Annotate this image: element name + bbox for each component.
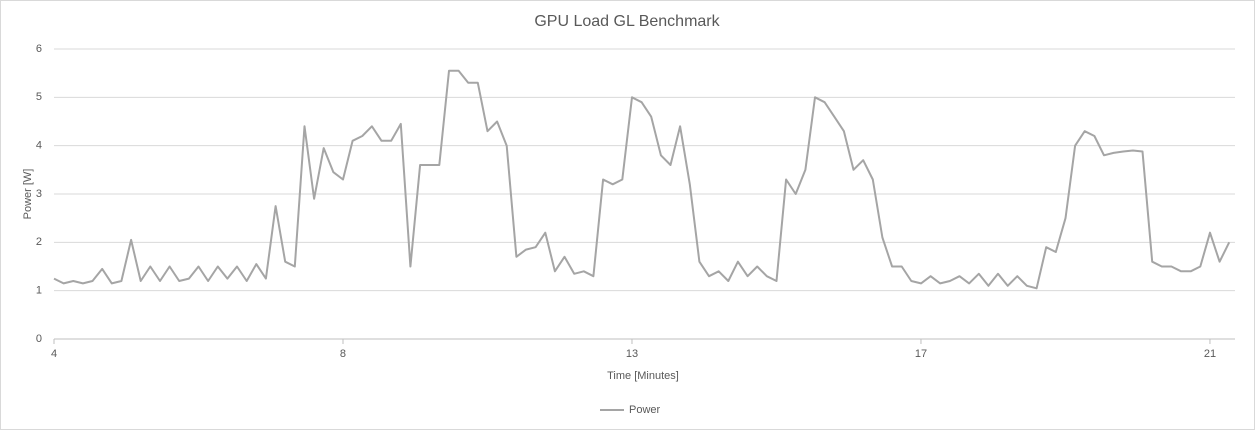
y-tick-label: 6 — [36, 43, 42, 55]
y-tick-label: 2 — [36, 236, 42, 248]
chart-title: GPU Load GL Benchmark — [534, 13, 720, 30]
y-tick-label: 5 — [36, 91, 42, 103]
y-tick-label: 3 — [36, 188, 42, 200]
x-tick-label: 17 — [915, 348, 927, 360]
y-tick-label: 0 — [36, 333, 42, 345]
x-tick-label: 8 — [340, 348, 346, 360]
data-line — [53, 69, 1231, 290]
x-tick-label: 21 — [1204, 348, 1216, 360]
y-tick-label: 4 — [36, 140, 42, 152]
legend-label: Power — [629, 404, 661, 416]
y-tick-label: 1 — [36, 285, 42, 297]
y-axis-label: Power [W] — [22, 169, 34, 220]
x-axis-label: Time [Minutes] — [607, 370, 679, 382]
x-tick-label: 4 — [51, 348, 57, 360]
x-tick-label: 13 — [626, 348, 638, 360]
